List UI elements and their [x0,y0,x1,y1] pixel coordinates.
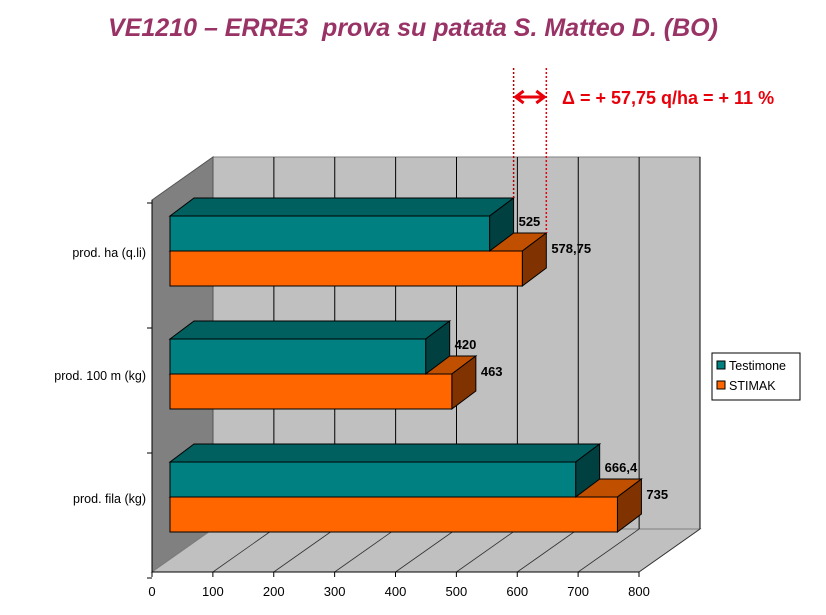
bar-testimone [169,461,577,498]
data-label: 578,75 [551,241,591,256]
bar-testimone [169,215,491,252]
bar-top-testimone [168,320,452,340]
bar-top-testimone [168,197,516,217]
category-label: prod. fila (kg) [73,492,146,506]
x-tick-label: 300 [324,584,346,599]
arrow-left-icon [513,89,525,105]
delta-annotation: Δ = + 57,75 q/ha = + 11 % [562,88,774,108]
bar-stimak [169,496,618,533]
chart-title: VE1210 – ERRE3 prova su patata S. Matteo… [108,14,718,42]
data-label: 463 [481,364,503,379]
x-tick-label: 500 [446,584,468,599]
legend-swatch [716,380,726,390]
bar-testimone [169,338,427,375]
floor-gridline [517,528,579,573]
category-label: prod. 100 m (kg) [54,369,146,383]
floor-gridline [212,528,275,573]
data-label: 525 [519,214,541,229]
data-label: 735 [646,487,668,502]
x-tick-label: 800 [628,584,650,599]
floor-gridline [395,528,457,573]
x-tick-label: 400 [385,584,407,599]
x-tick-label: 700 [567,584,589,599]
x-tick-label: 600 [506,584,528,599]
floor-gridline [456,528,518,573]
legend-swatch [716,360,726,370]
x-tick-label: 200 [263,584,285,599]
floor-gridline [577,528,640,573]
arrow-right-icon [535,89,547,105]
floor-gridline [334,528,396,573]
x-tick-label: 0 [148,584,155,599]
bar-top-testimone [168,443,602,463]
category-label: prod. ha (q.li) [72,246,146,260]
data-label: 666,4 [605,460,638,475]
legend [711,352,801,401]
legend-label: Testimone [729,359,786,373]
floor-gridline [638,528,701,573]
bar-stimak [169,373,453,410]
bar-stimak [169,250,523,287]
x-tick-label: 100 [202,584,224,599]
floor-gridline [273,528,335,573]
legend-label: STIMAK [729,379,776,393]
data-label: 420 [455,337,477,352]
